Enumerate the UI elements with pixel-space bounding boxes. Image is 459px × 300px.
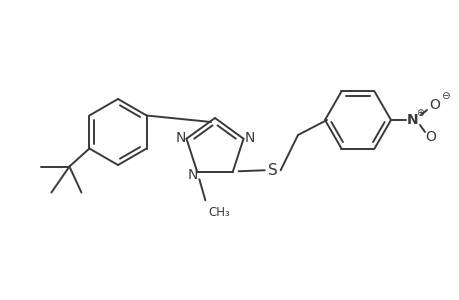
Text: ⊖: ⊖ — [440, 91, 448, 101]
Text: ⊕: ⊕ — [415, 108, 423, 118]
Text: O: O — [429, 98, 439, 112]
Text: N: N — [187, 168, 197, 182]
Text: CH₃: CH₃ — [208, 206, 230, 219]
Text: N: N — [175, 131, 185, 145]
Text: N: N — [406, 113, 418, 127]
Text: S: S — [267, 163, 277, 178]
Text: O: O — [425, 130, 436, 144]
Text: N: N — [244, 131, 254, 145]
